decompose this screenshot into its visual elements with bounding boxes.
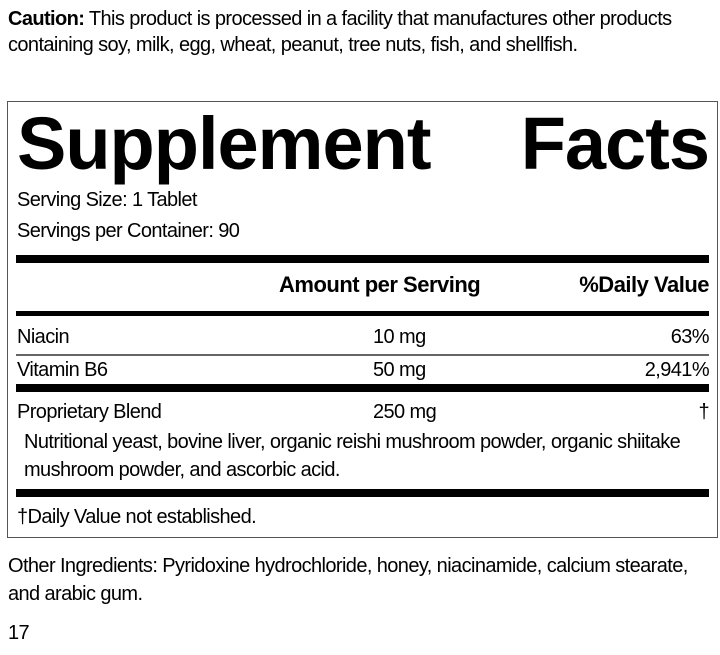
header-daily-value: %Daily Value <box>579 272 709 297</box>
caution-text: This product is processed in a facility … <box>8 8 672 56</box>
nutrient-dv: 63% <box>670 326 710 348</box>
nutrient-name: Proprietary Blend <box>17 401 162 423</box>
footnote: †Daily Value not established. <box>17 506 257 528</box>
header-amount: Amount per Serving <box>279 272 481 297</box>
serving-size: Serving Size: 1 Tablet <box>17 189 197 211</box>
divider-medium <box>16 311 709 316</box>
supplement-facts-panel: Supplement Facts Serving Size: 1 Tablet S… <box>7 101 718 538</box>
nutrient-dv: † <box>698 401 709 423</box>
divider-thick <box>16 489 709 497</box>
title-word-supplement: Supplement <box>17 102 431 185</box>
nutrient-row: Vitamin B6 50 mg 2,941% <box>17 357 710 383</box>
caution-label: Caution: <box>8 8 85 30</box>
nutrient-amount: 10 mg <box>373 326 426 348</box>
divider-thin <box>16 354 709 356</box>
servings-per-container: Servings per Container: 90 <box>17 220 240 242</box>
divider-thick <box>16 384 709 392</box>
panel-title: Supplement Facts <box>17 102 710 185</box>
nutrient-amount: 250 mg <box>373 401 437 423</box>
divider-thick <box>16 255 709 263</box>
blend-ingredients: Nutritional yeast, bovine liver, organic… <box>24 431 681 481</box>
nutrient-row: Proprietary Blend 250 mg † <box>17 399 710 425</box>
page-number: 17 <box>8 622 30 644</box>
nutrient-amount: 50 mg <box>373 359 426 381</box>
caution-statement: Caution: This product is processed in a … <box>8 6 713 58</box>
other-ingredients: Other Ingredients: Pyridoxine hydrochlor… <box>8 555 688 605</box>
nutrient-row: Niacin 10 mg 63% <box>17 324 710 350</box>
title-word-facts: Facts <box>520 102 710 185</box>
nutrient-dv: 2,941% <box>644 359 710 381</box>
nutrient-name: Niacin <box>17 326 70 348</box>
nutrient-name: Vitamin B6 <box>17 359 108 381</box>
